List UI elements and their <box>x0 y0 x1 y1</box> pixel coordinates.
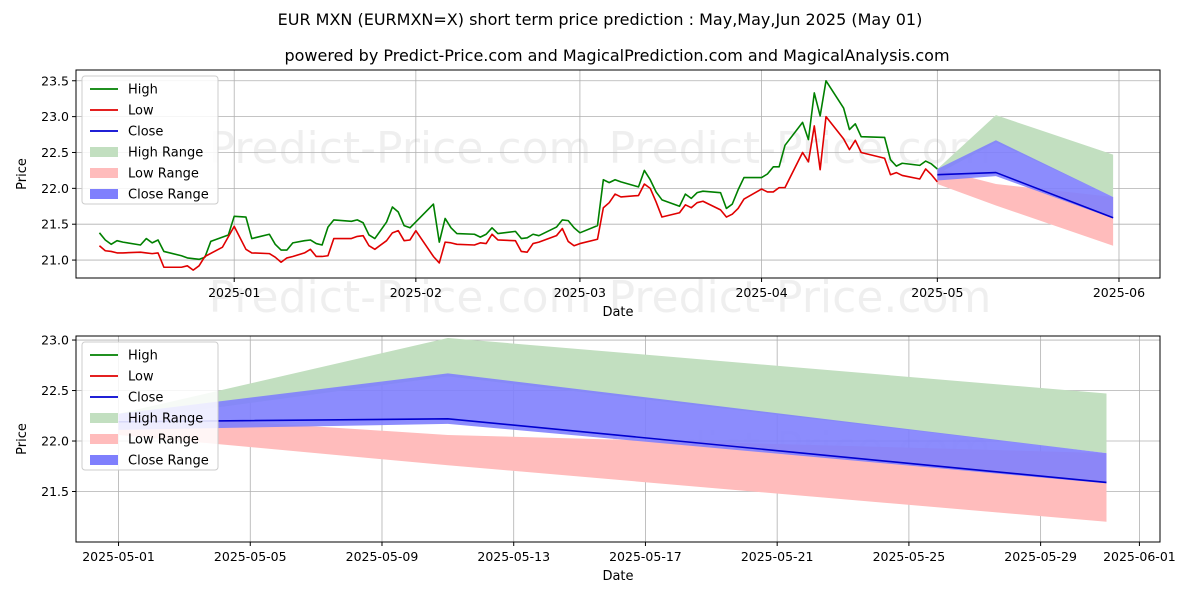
legend-entry-low-label: Low <box>128 104 154 119</box>
x-tick-label: 2025-05 <box>911 285 963 300</box>
x-tick-label: 2025-05-09 <box>346 549 419 564</box>
x-tick-label: 2025-06 <box>1093 285 1145 300</box>
x-tick-label: 2025-05-01 <box>82 549 155 564</box>
legend-entry-close-range-label: Close Range <box>128 188 209 203</box>
y-axis-label: Price <box>15 423 30 455</box>
legend-entry-high-label: High <box>128 349 158 364</box>
range-band-low-range <box>937 168 1114 246</box>
plot-frame <box>75 335 1161 543</box>
x-tick-label: 2025-05-29 <box>1004 549 1077 564</box>
watermark-text: Predict-Price.com <box>209 272 592 323</box>
y-tick-label: 21.0 <box>41 253 69 268</box>
legend-entry-low-range-swatch <box>90 434 118 444</box>
x-tick-label: 2025-04 <box>735 285 787 300</box>
x-tick-label: 2025-01 <box>208 285 260 300</box>
y-tick-label: 21.5 <box>41 484 69 499</box>
x-tick-label: 2025-05-21 <box>741 549 814 564</box>
range-band-close-range <box>118 373 1107 484</box>
y-tick-label: 22.5 <box>41 145 69 160</box>
legend-entry-close-label: Close <box>128 391 163 406</box>
chart-subtitle: powered by Predict-Price.com and Magical… <box>284 46 949 65</box>
y-tick-label: 22.5 <box>41 383 69 398</box>
plot-frame <box>75 69 1161 279</box>
chart-title: EUR MXN (EURMXN=X) short term price pred… <box>278 10 923 29</box>
y-tick-label: 23.0 <box>41 333 69 348</box>
watermark-text: Predict-Price.com <box>209 123 592 174</box>
legend-entry-low-label: Low <box>128 370 154 385</box>
x-tick-label: 2025-05-13 <box>477 549 550 564</box>
legend-entry-low-range-swatch <box>90 168 118 178</box>
x-axis-label: Date <box>602 305 633 320</box>
x-tick-label: 2025-02 <box>390 285 442 300</box>
y-tick-label: 22.0 <box>41 434 69 449</box>
legend-entry-high-range-swatch <box>90 413 118 423</box>
legend-entry-high-range-label: High Range <box>128 146 203 161</box>
series-line-low <box>98 115 938 271</box>
history-and-forecast-panel: Predict-Price.com Predict-Price.com Predic… <box>15 69 1161 323</box>
legend-entry-close-range-label: Close Range <box>128 454 209 469</box>
legend: High Low Close High Range Low Range Close Ran… <box>81 341 219 471</box>
legend: High Low Close High Range Low Range Close Ran… <box>81 75 219 205</box>
y-tick-label: 21.5 <box>41 217 69 232</box>
legend-entry-close-range-swatch <box>90 455 118 465</box>
y-tick-label: 23.0 <box>41 109 69 124</box>
legend-entry-high-range-swatch <box>90 147 118 157</box>
range-band-low-range <box>118 413 1107 522</box>
y-axis-label: Price <box>15 158 30 190</box>
x-axis-label: Date <box>602 569 633 584</box>
series-line-close <box>118 418 1107 484</box>
legend-entry-low-range-label: Low Range <box>128 167 199 182</box>
x-tick-label: 2025-05-25 <box>873 549 946 564</box>
series-line-close <box>937 171 1114 219</box>
x-tick-label: 2025-05-05 <box>214 549 287 564</box>
y-tick-label: 22.0 <box>41 181 69 196</box>
x-tick-label: 2025-05-17 <box>609 549 682 564</box>
legend-entry-high-label: High <box>128 83 158 98</box>
legend-entry-high-range-label: High Range <box>128 412 203 427</box>
legend-entry-low-range-label: Low Range <box>128 433 199 448</box>
forecast-zoom-panel: Predict-Price.com2025-05-012025-05-05202… <box>15 333 1176 584</box>
x-tick-label: 2025-06-01 <box>1103 549 1176 564</box>
legend-entry-close-range-swatch <box>90 189 118 199</box>
series-line-high <box>98 79 938 261</box>
x-tick-label: 2025-03 <box>554 285 606 300</box>
range-band-close-range <box>937 140 1114 219</box>
watermark-text: Predict-Price.com <box>609 123 992 174</box>
y-tick-label: 23.5 <box>41 73 69 88</box>
watermark-text: Predict-Price.com <box>609 272 992 323</box>
legend-entry-close-label: Close <box>128 125 163 140</box>
